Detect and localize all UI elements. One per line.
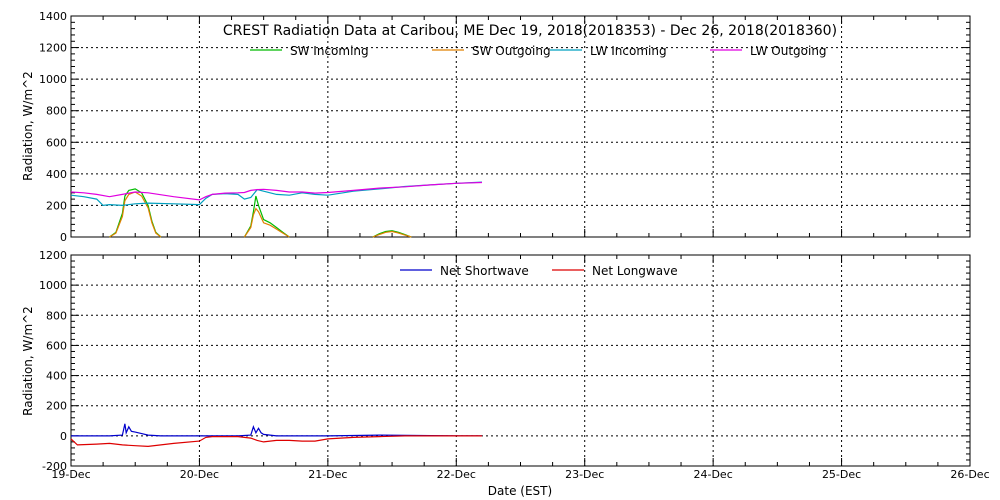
- y-tick-label: 800: [46, 309, 67, 322]
- top-panel: 0 200 400 600 800 1000 1200 1400 CREST Radiatio…: [21, 10, 971, 244]
- x-tick-label: 19-Dec: [51, 468, 90, 481]
- x-tick-label: 26-Dec: [950, 468, 989, 481]
- series-lw-outgoing: [70, 181, 483, 201]
- top-grid: [71, 16, 970, 237]
- x-tick-label: 20-Dec: [180, 468, 219, 481]
- legend-label-lw-incoming: LW Incoming: [590, 44, 667, 58]
- x-tick-label: 25-Dec: [822, 468, 861, 481]
- legend-label-lw-outgoing: LW Outgoing: [750, 44, 827, 58]
- bottom-legend: Net Shortwave Net Longwave: [400, 264, 678, 278]
- bottom-series: [70, 423, 482, 448]
- y-tick-label: 200: [46, 199, 67, 212]
- y-tick-label: 1400: [39, 10, 67, 23]
- legend-label-sw-incoming: SW Incoming: [290, 44, 369, 58]
- y-tick-label: -200: [42, 460, 67, 473]
- top-y-axis-label: Radiation, W/m^2: [21, 71, 35, 181]
- legend-label-net-shortwave: Net Shortwave: [440, 264, 529, 278]
- y-tick-label: 800: [46, 105, 67, 118]
- y-tick-label: 600: [46, 136, 67, 149]
- x-tick-label: 22-Dec: [437, 468, 476, 481]
- y-tick-label: 1000: [39, 279, 67, 292]
- series-net-longwave: [70, 435, 482, 448]
- y-tick-label: 1200: [39, 249, 67, 262]
- chart-title: CREST Radiation Data at Caribou, ME Dec …: [223, 23, 837, 39]
- bottom-grid: [71, 255, 970, 466]
- x-tick-label: 24-Dec: [694, 468, 733, 481]
- top-legend: SW Incoming SW Outgoing LW Incoming LW Outg…: [250, 44, 827, 58]
- y-tick-label: 200: [46, 400, 67, 413]
- top-ticks: 0 200 400 600 800 1000 1200 1400: [39, 10, 971, 244]
- top-series: [70, 181, 483, 238]
- bottom-ticks: -200 0 200 400 600 800 1000 1200 19-Dec 20-Dec 21-…: [39, 249, 990, 481]
- y-tick-label: 1000: [39, 73, 67, 86]
- x-tick-label: 21-Dec: [308, 468, 347, 481]
- y-tick-label: 400: [46, 370, 67, 383]
- y-tick-label: 1200: [39, 42, 67, 55]
- series-net-shortwave: [71, 423, 482, 437]
- series-lw-incoming: [70, 181, 483, 207]
- y-tick-label: 400: [46, 168, 67, 181]
- x-axis-label: Date (EST): [488, 484, 552, 498]
- bottom-y-axis-label: Radiation, W/m^2: [21, 306, 35, 416]
- y-tick-label: 600: [46, 339, 67, 352]
- y-tick-label: 0: [60, 430, 67, 443]
- y-tick-label: 0: [60, 231, 67, 244]
- legend-label-sw-outgoing: SW Outgoing: [472, 44, 551, 58]
- bottom-panel: -200 0 200 400 600 800 1000 1200 19-Dec 20-Dec 21-…: [21, 249, 990, 498]
- legend-label-net-longwave: Net Longwave: [592, 264, 678, 278]
- x-tick-label: 23-Dec: [565, 468, 604, 481]
